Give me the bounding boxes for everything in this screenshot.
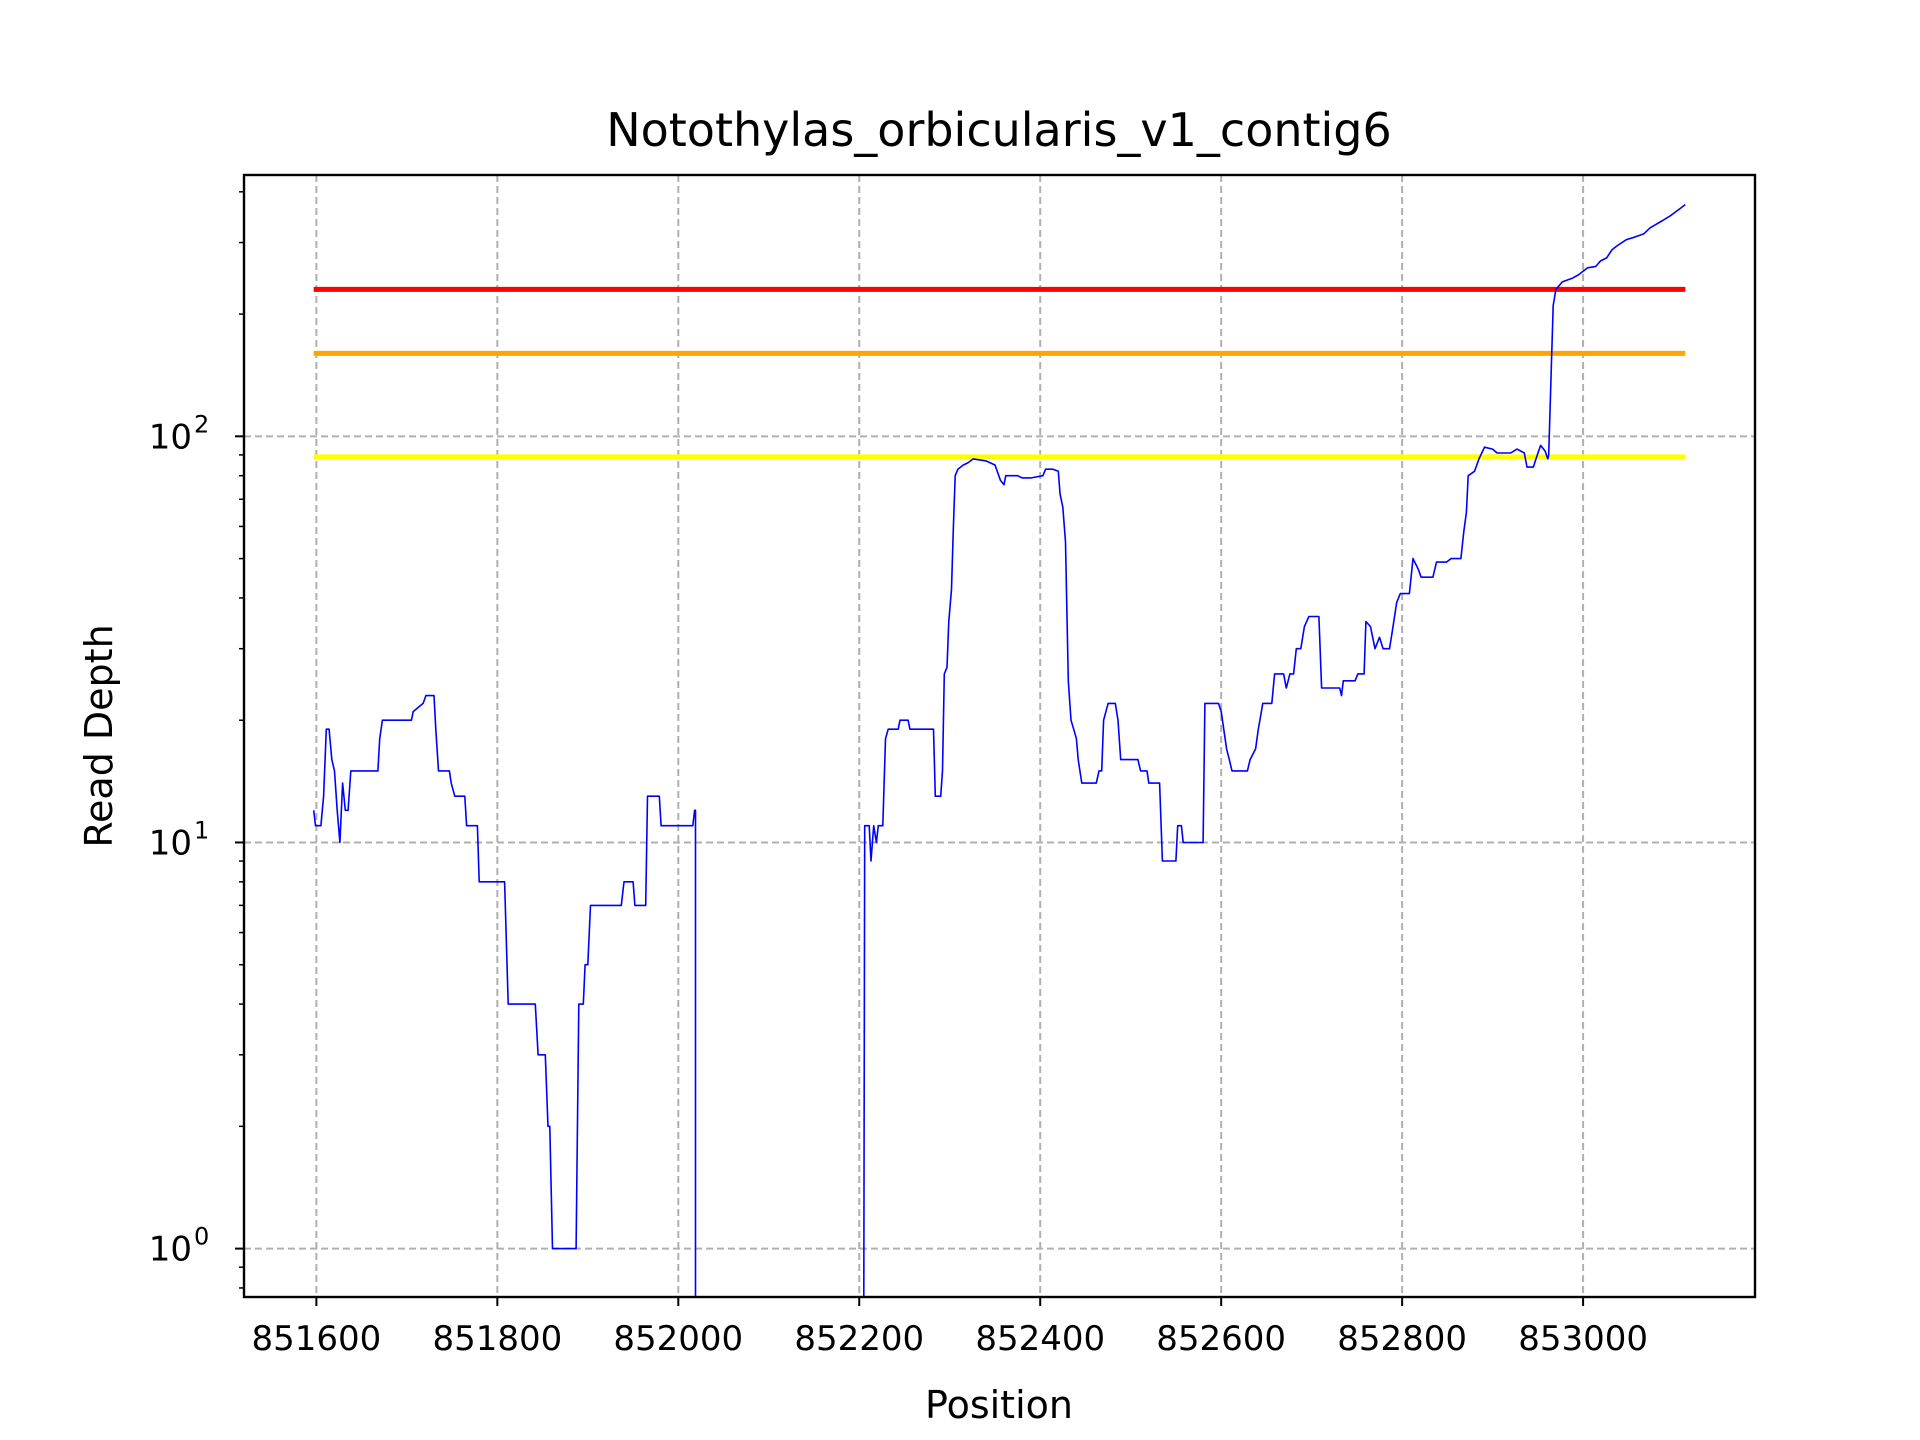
x-tick-label: 852800 bbox=[1337, 1319, 1467, 1359]
read-depth-line bbox=[312, 694, 697, 1297]
x-tick-label: 852000 bbox=[613, 1319, 743, 1359]
plot-area-frame bbox=[242, 173, 1757, 1299]
x-tick-label: 852200 bbox=[794, 1319, 924, 1359]
chart-title: Notothylas_orbicularis_v1_contig6 bbox=[606, 103, 1392, 157]
threshold-lines bbox=[313, 286, 1686, 460]
y-tick-base: 10 bbox=[149, 823, 192, 863]
x-tick-label: 852600 bbox=[1156, 1319, 1286, 1359]
x-tick-label: 851800 bbox=[432, 1319, 562, 1359]
x-tick-label: 852400 bbox=[975, 1319, 1105, 1359]
x-axis-label: Position bbox=[925, 1383, 1073, 1427]
y-axis-label: Read Depth bbox=[77, 624, 121, 847]
y-tick-exponent: 0 bbox=[194, 1223, 209, 1251]
y-tick-exponent: 1 bbox=[194, 816, 209, 844]
grid-lines bbox=[244, 175, 1755, 1297]
y-tick-label: 10 bbox=[149, 417, 192, 457]
y-tick-base: 10 bbox=[149, 417, 192, 457]
x-tick-label: 851600 bbox=[251, 1319, 381, 1359]
x-tick-label: 853000 bbox=[1518, 1319, 1648, 1359]
y-tick-label: 10 bbox=[149, 1230, 192, 1270]
x-axis-ticks: 851600 851800 852000 852200 852400 852600 8528… bbox=[251, 1297, 1648, 1359]
series-lines bbox=[312, 203, 1686, 1297]
y-tick-base: 10 bbox=[149, 1230, 192, 1270]
y-tick-label: 10 bbox=[149, 823, 192, 863]
read-depth-line bbox=[862, 203, 1686, 1297]
y-tick-exponent: 2 bbox=[194, 410, 209, 438]
